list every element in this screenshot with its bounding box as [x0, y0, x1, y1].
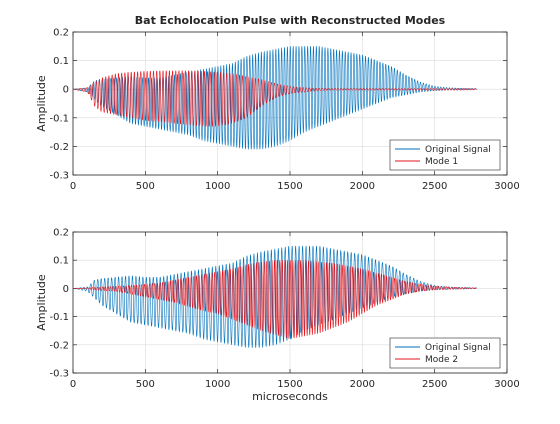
x-tick-label: 500: [136, 379, 155, 390]
y-tick-label: -0.2: [49, 142, 69, 153]
legend-entry: Mode 1: [425, 157, 458, 167]
y-axis-label: Amplitude: [35, 75, 48, 132]
legend-box: [389, 139, 501, 171]
subplot-1: 0 500 1000 1500 2000 2500 3000 -0.3 -0.2 -0.1 0 0.1…: [35, 28, 520, 193]
y-tick-label: 0: [63, 284, 69, 295]
x-tick-label: 500: [136, 181, 155, 192]
axes-box: [72, 31, 508, 176]
x-tick-label: 2500: [422, 379, 447, 390]
subplot-panels: 0 500 1000 1500 2000 2500 3000 -0.3 -0.2 -0.1 0 0.1…: [35, 28, 520, 404]
y-axis-label: Amplitude: [35, 274, 48, 331]
x-tick-label: 1500: [277, 181, 302, 192]
y-tick-label: 0.2: [53, 228, 69, 239]
y-tick-label: 0.1: [53, 256, 69, 267]
series-line-mode: [72, 70, 477, 127]
y-tick-label: 0.1: [53, 56, 69, 67]
x-tick-label: 2000: [350, 379, 375, 390]
axes-box: [72, 231, 508, 374]
y-tick-label: -0.3: [49, 171, 69, 182]
legend-box: [389, 337, 501, 369]
chart-title: Bat Echolocation Pulse with Reconstructe…: [135, 14, 446, 27]
x-tick-label: 0: [70, 181, 76, 192]
legend-entry: Original Signal: [425, 343, 491, 353]
y-tick-label: 0: [63, 85, 69, 96]
series-line-mode: [72, 260, 477, 339]
x-tick-label: 1000: [205, 181, 230, 192]
x-tick-label: 3000: [494, 379, 519, 390]
x-axis-label: microseconds: [252, 390, 328, 403]
subplot-2: 0 500 1000 1500 2000 2500 3000 -0.3 -0.2 -0.1 0 0.1…: [35, 228, 520, 404]
legend-entry: Mode 2: [425, 355, 458, 365]
y-tick-label: -0.3: [49, 369, 69, 380]
x-tick-label: 2000: [350, 181, 375, 192]
legend-entry: Original Signal: [425, 145, 491, 155]
y-tick-label: -0.2: [49, 340, 69, 351]
x-tick-label: 2500: [422, 181, 447, 192]
y-tick-label: 0.2: [53, 28, 69, 39]
x-tick-label: 0: [70, 379, 76, 390]
x-tick-label: 3000: [494, 181, 519, 192]
x-tick-label: 1500: [277, 379, 302, 390]
x-tick-label: 1000: [205, 379, 230, 390]
legend: Original Signal Mode 2: [389, 337, 501, 369]
y-tick-label: -0.1: [49, 312, 69, 323]
legend: Original Signal Mode 1: [389, 139, 501, 171]
y-tick-label: -0.1: [49, 113, 69, 124]
